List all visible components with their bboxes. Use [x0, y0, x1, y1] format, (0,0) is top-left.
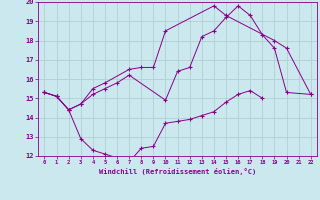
X-axis label: Windchill (Refroidissement éolien,°C): Windchill (Refroidissement éolien,°C): [99, 168, 256, 175]
